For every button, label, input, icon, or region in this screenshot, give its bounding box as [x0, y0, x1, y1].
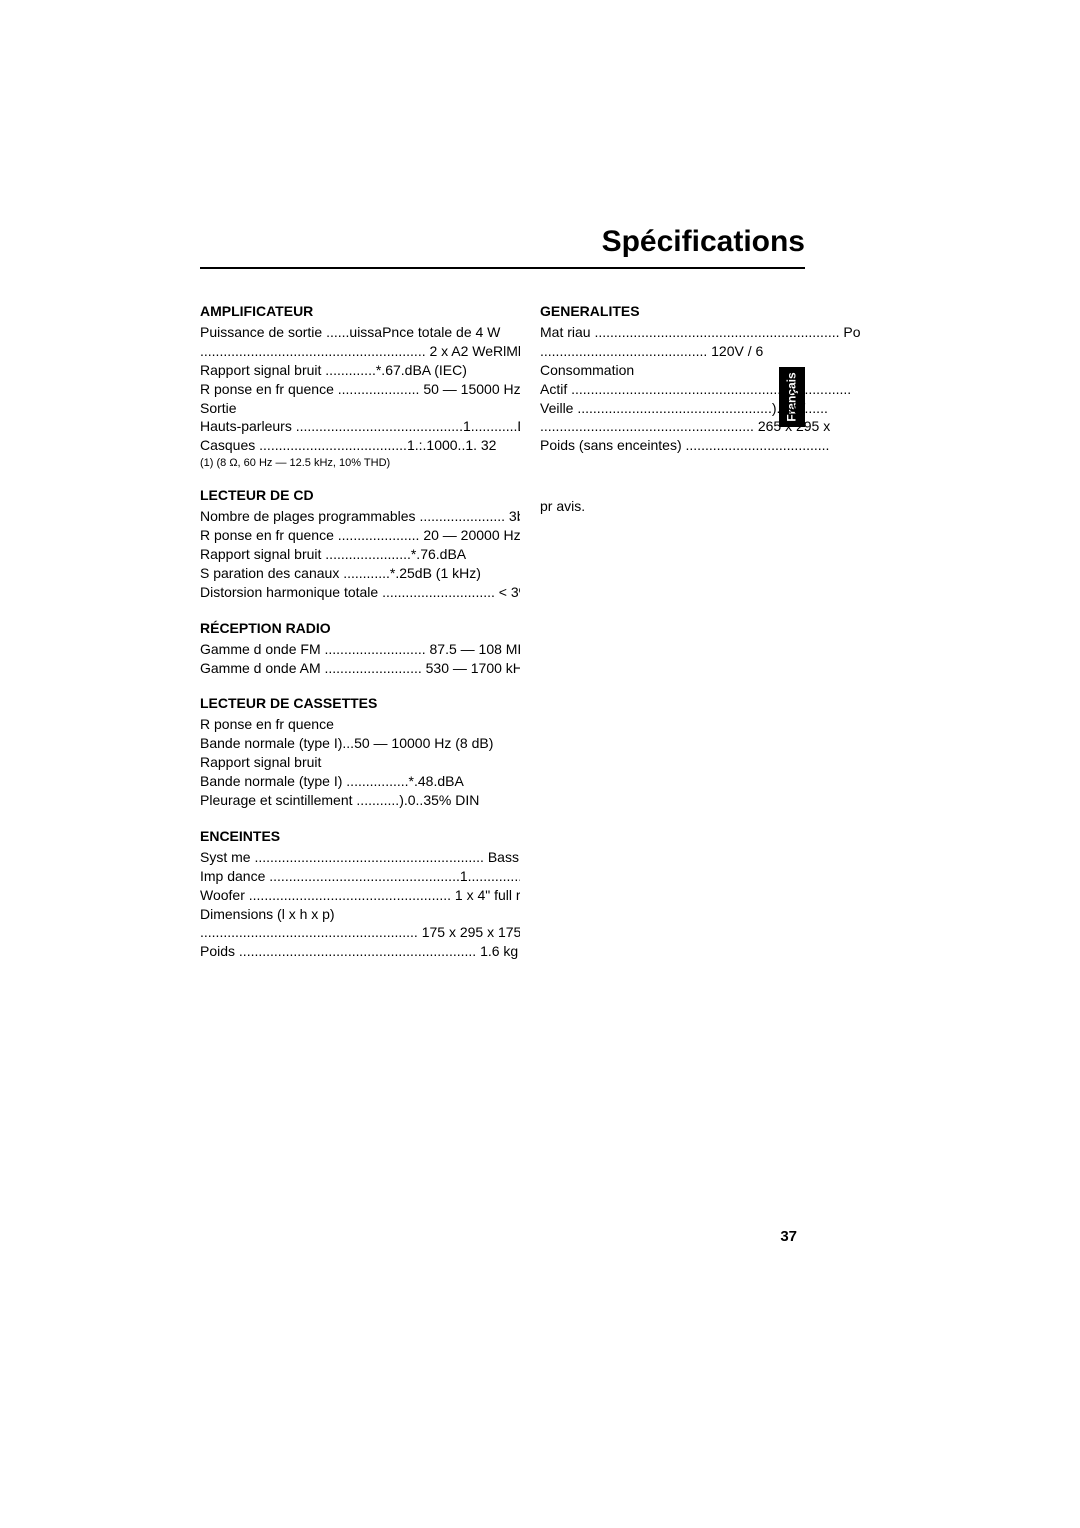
spec-line: Veille .................................…	[540, 399, 860, 418]
page: Spécifications Français AMPLIFICATEUR Pu…	[0, 0, 1080, 1528]
spec-line: Rapport signal bruit ...................…	[200, 545, 520, 564]
note-tail: pr avis.	[540, 497, 860, 516]
spec-line: ........................................…	[200, 923, 520, 942]
spec-line: ........................................…	[540, 342, 860, 361]
spec-line: R ponse en fr quence ...................…	[200, 526, 520, 545]
spec-line: Poids (sans enceintes) .................…	[540, 436, 860, 455]
left-column: AMPLIFICATEUR Puissance de sortie ......…	[200, 285, 520, 961]
title-rule	[200, 267, 805, 269]
lecteur-cd-heading: LECTEUR DE CD	[200, 487, 520, 503]
spec-line: Rapport signal bruit .............*.67.d…	[200, 361, 520, 380]
spec-line: Imp dance ..............................…	[200, 867, 520, 886]
spec-line: ........................................…	[200, 342, 520, 361]
spec-line: Pleurage et scintillement ...........).0…	[200, 791, 520, 810]
enceintes-heading: ENCEINTES	[200, 828, 520, 844]
spec-line: Sortie	[200, 399, 520, 418]
spec-line: Actif ..................................…	[540, 380, 860, 399]
spec-line: Hauts-parleurs .........................…	[200, 417, 520, 436]
right-column: GENERALITES Mat riau ...................…	[540, 285, 860, 516]
spec-line: Mat riau ...............................…	[540, 323, 860, 342]
spec-line: S paration des canaux ............*.25dB…	[200, 564, 520, 583]
spec-line: Bande normale (type I)...50 — 10000 Hz (…	[200, 734, 520, 753]
spec-line: Gamme d onde AM ........................…	[200, 659, 520, 678]
amplificateur-heading: AMPLIFICATEUR	[200, 303, 520, 319]
page-title: Spécifications	[602, 225, 805, 259]
spec-line: ........................................…	[540, 417, 860, 436]
lecteur-cassettes-heading: LECTEUR DE CASSETTES	[200, 695, 520, 711]
spec-line: Gamme d onde FM ........................…	[200, 640, 520, 659]
reception-radio-heading: RÉCEPTION RADIO	[200, 620, 520, 636]
spec-line: Distorsion harmonique totale ...........…	[200, 583, 520, 602]
page-number: 37	[780, 1228, 797, 1245]
spec-line: Poids ..................................…	[200, 942, 520, 961]
spec-line: Syst me ................................…	[200, 848, 520, 867]
spec-line: Consommation	[540, 361, 860, 380]
generalites-heading: GENERALITES	[540, 303, 860, 319]
spec-line: R ponse en fr quence ...................…	[200, 380, 520, 399]
spec-line: Dimensions (l x h x p)	[200, 905, 520, 924]
amplificateur-footnote: (1) (8 Ω, 60 Hz — 12.5 kHz, 10% THD)	[200, 457, 520, 469]
spec-line: Woofer .................................…	[200, 886, 520, 905]
spec-line: Casques ................................…	[200, 436, 520, 455]
spec-line: R ponse en fr quence	[200, 715, 520, 734]
spec-line: Bande normale (type I) ................*…	[200, 772, 520, 791]
spec-line: Puissance de sortie ......uissaPnce tota…	[200, 323, 520, 342]
spec-line: Nombre de plages programmables .........…	[200, 507, 520, 526]
spec-line: Rapport signal bruit	[200, 753, 520, 772]
